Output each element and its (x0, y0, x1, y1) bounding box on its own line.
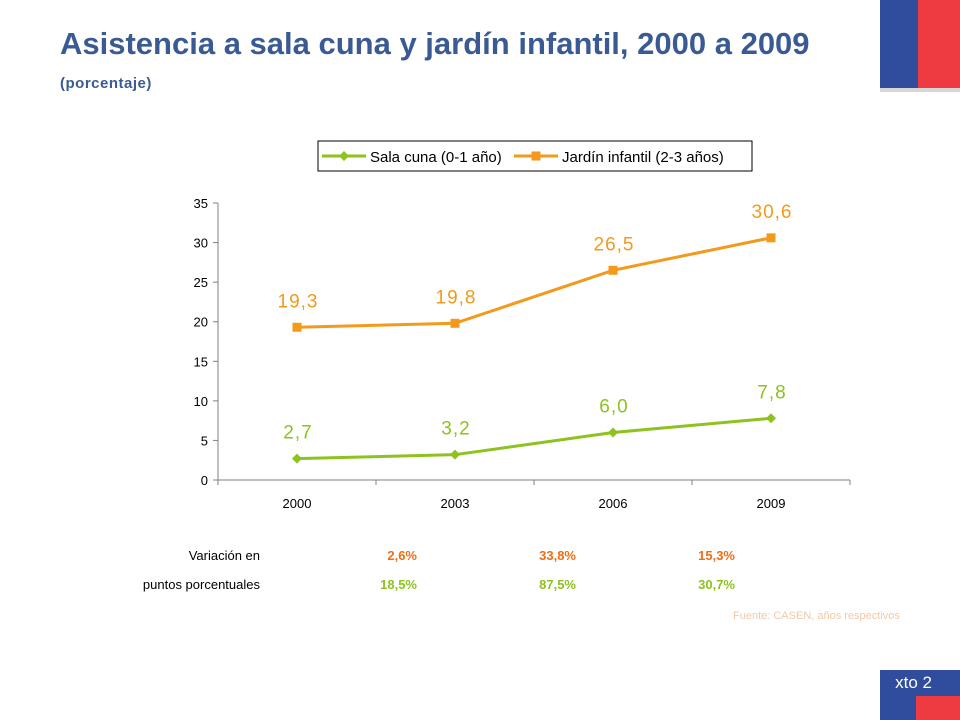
variation-value-4: 18,5% (380, 577, 417, 592)
variation-label-line1: Variación en (188, 548, 260, 563)
data-point (608, 265, 618, 275)
data-label: 7,8 (757, 382, 786, 403)
data-point (292, 322, 302, 332)
variation-value-2: 33,8% (539, 548, 576, 563)
y-tick-label: 30 (194, 236, 208, 251)
data-point (450, 318, 460, 328)
footer-tab: xto 2 (880, 670, 960, 720)
y-tick-label: 0 (201, 473, 208, 488)
flag-red-band (918, 0, 960, 92)
x-tick-label: 2003 (441, 496, 470, 511)
y-tick-label: 20 (194, 315, 208, 330)
y-tick-label: 15 (194, 354, 208, 369)
variation-value-3: 15,3% (698, 548, 735, 563)
data-label: 19,3 (278, 291, 319, 312)
data-point (292, 453, 302, 464)
y-tick-label: 35 (194, 196, 208, 211)
data-label: 19,8 (436, 287, 477, 308)
variation-row-2: puntos porcentuales 18,5% 87,5% 30,7% (0, 577, 960, 597)
legend-entry-label: Jardín infantil (2-3 años) (562, 149, 724, 166)
y-tick-label: 5 (201, 433, 208, 448)
variation-value-6: 30,7% (698, 577, 735, 592)
legend-marker (531, 151, 541, 161)
legend-marker (339, 151, 349, 161)
x-tick-label: 2006 (599, 496, 628, 511)
page-title: Asistencia a sala cuna y jardín infantil… (60, 26, 810, 61)
page-subtitle: (porcentaje) (60, 75, 152, 92)
data-point (608, 427, 618, 438)
variation-value-5: 87,5% (539, 577, 576, 592)
source-note: Fuente: CASEN, años respectivos (733, 610, 900, 622)
y-tick-label: 10 (194, 394, 208, 409)
flag-blue-band (880, 0, 918, 92)
x-tick-label: 2000 (283, 496, 312, 511)
variation-label-line2: puntos porcentuales (142, 577, 260, 592)
data-label: 6,0 (599, 397, 628, 418)
data-label: 2,7 (283, 423, 312, 444)
variation-value-1: 2,6% (387, 548, 417, 563)
series-line-2 (296, 236, 772, 329)
data-label: 26,5 (594, 234, 635, 255)
x-tick-label: 2009 (757, 496, 786, 511)
data-label: 3,2 (441, 419, 470, 440)
series-line-1 (296, 416, 772, 461)
data-point (766, 233, 776, 243)
data-label: 30,6 (752, 202, 793, 223)
line-chart: 0 5 10 15 20 25 30 35 2000 2003 2006 2009 2,7 3,2 6,0 7… (194, 140, 851, 511)
data-point (450, 449, 460, 460)
chile-flag-graphic (880, 0, 960, 92)
data-point (766, 413, 776, 424)
flag-divider (880, 88, 960, 92)
footer-label: xto 2 (880, 670, 960, 696)
legend-entry-label: Sala cuna (0-1 año) (370, 149, 502, 166)
y-tick-label: 25 (194, 275, 208, 290)
variation-row-1: Variación en 2,6% 33,8% 15,3% (0, 548, 960, 568)
